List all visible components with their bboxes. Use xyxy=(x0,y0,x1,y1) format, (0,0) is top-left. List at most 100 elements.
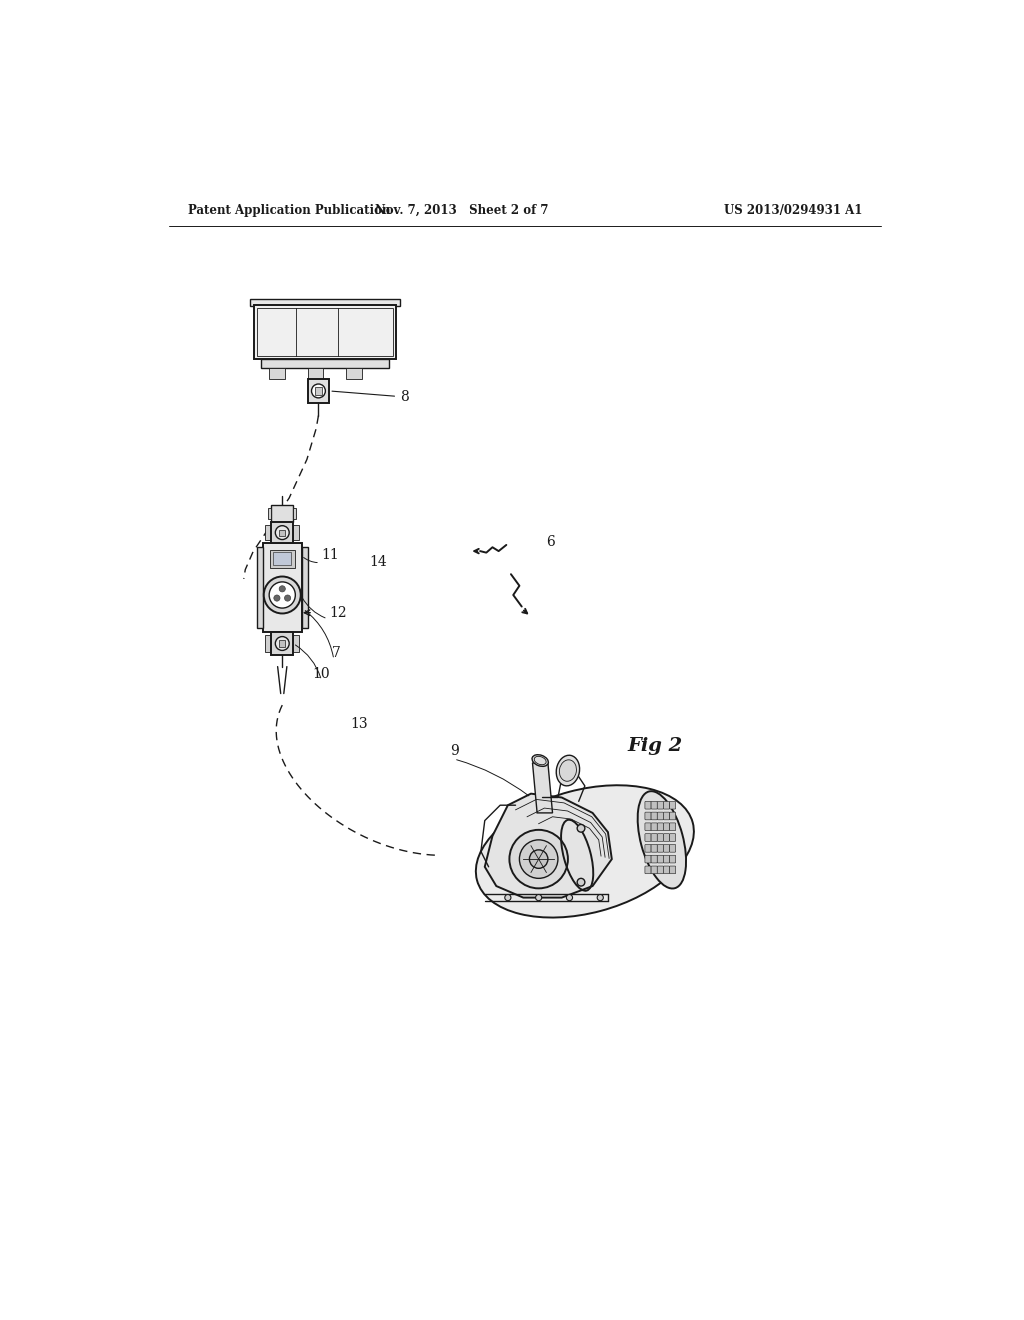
FancyBboxPatch shape xyxy=(657,801,664,809)
Polygon shape xyxy=(532,763,553,813)
Bar xyxy=(271,632,293,655)
Bar xyxy=(263,544,301,632)
Bar xyxy=(265,525,271,540)
FancyBboxPatch shape xyxy=(664,801,670,809)
FancyBboxPatch shape xyxy=(651,822,657,830)
FancyBboxPatch shape xyxy=(645,822,651,830)
FancyBboxPatch shape xyxy=(657,822,664,830)
FancyBboxPatch shape xyxy=(651,812,657,820)
Bar xyxy=(307,368,323,379)
FancyBboxPatch shape xyxy=(670,822,676,830)
Circle shape xyxy=(578,825,585,832)
Text: 11: 11 xyxy=(322,548,339,562)
FancyBboxPatch shape xyxy=(657,866,664,874)
Circle shape xyxy=(578,878,585,886)
FancyBboxPatch shape xyxy=(664,855,670,863)
Ellipse shape xyxy=(638,791,686,888)
Bar xyxy=(257,308,393,355)
Text: Fig 2: Fig 2 xyxy=(628,738,682,755)
FancyBboxPatch shape xyxy=(670,845,676,853)
Ellipse shape xyxy=(532,755,549,767)
Bar xyxy=(271,521,293,544)
Ellipse shape xyxy=(559,760,577,781)
Bar xyxy=(265,635,271,652)
FancyBboxPatch shape xyxy=(651,855,657,863)
FancyBboxPatch shape xyxy=(651,801,657,809)
Circle shape xyxy=(536,895,542,900)
Text: 6: 6 xyxy=(547,536,555,549)
FancyBboxPatch shape xyxy=(664,812,670,820)
Bar xyxy=(257,548,263,628)
Circle shape xyxy=(509,830,568,888)
FancyBboxPatch shape xyxy=(645,866,651,874)
FancyBboxPatch shape xyxy=(670,812,676,820)
Circle shape xyxy=(273,595,280,601)
Ellipse shape xyxy=(535,756,546,764)
Circle shape xyxy=(275,525,289,540)
Ellipse shape xyxy=(476,785,694,917)
Bar xyxy=(269,368,285,379)
Bar xyxy=(301,548,307,628)
Text: Patent Application Publication: Patent Application Publication xyxy=(188,205,391,218)
FancyBboxPatch shape xyxy=(651,834,657,841)
Text: 12: 12 xyxy=(330,606,347,619)
FancyBboxPatch shape xyxy=(670,801,676,809)
FancyBboxPatch shape xyxy=(645,812,651,820)
FancyBboxPatch shape xyxy=(670,866,676,874)
FancyBboxPatch shape xyxy=(645,855,651,863)
Bar xyxy=(293,635,299,652)
Bar xyxy=(250,298,400,306)
FancyBboxPatch shape xyxy=(651,845,657,853)
FancyBboxPatch shape xyxy=(670,855,676,863)
FancyBboxPatch shape xyxy=(657,855,664,863)
Bar xyxy=(270,549,295,568)
FancyBboxPatch shape xyxy=(664,834,670,841)
FancyBboxPatch shape xyxy=(664,866,670,874)
Bar xyxy=(271,506,293,521)
Bar xyxy=(307,379,330,404)
Circle shape xyxy=(280,586,286,591)
Text: 9: 9 xyxy=(451,744,459,758)
FancyBboxPatch shape xyxy=(657,812,664,820)
FancyBboxPatch shape xyxy=(645,845,651,853)
Text: 8: 8 xyxy=(332,389,409,404)
FancyBboxPatch shape xyxy=(645,834,651,841)
Circle shape xyxy=(311,384,326,397)
Bar xyxy=(293,508,296,519)
Bar xyxy=(280,529,286,536)
Text: 7: 7 xyxy=(333,647,341,660)
FancyBboxPatch shape xyxy=(664,822,670,830)
Bar xyxy=(346,368,361,379)
Bar xyxy=(293,525,299,540)
Text: US 2013/0294931 A1: US 2013/0294931 A1 xyxy=(724,205,862,218)
Circle shape xyxy=(597,895,603,900)
Circle shape xyxy=(566,895,572,900)
Polygon shape xyxy=(484,793,611,898)
Ellipse shape xyxy=(556,755,580,785)
Circle shape xyxy=(269,582,295,609)
Bar xyxy=(314,387,323,395)
Text: 10: 10 xyxy=(312,667,330,681)
Bar xyxy=(273,552,292,565)
FancyBboxPatch shape xyxy=(664,845,670,853)
Circle shape xyxy=(519,840,558,878)
Bar xyxy=(254,305,396,359)
Bar xyxy=(261,359,388,368)
Bar xyxy=(280,640,286,647)
Circle shape xyxy=(285,595,291,601)
Bar xyxy=(268,508,271,519)
FancyBboxPatch shape xyxy=(670,834,676,841)
FancyBboxPatch shape xyxy=(657,845,664,853)
Bar xyxy=(297,309,338,355)
Circle shape xyxy=(275,636,289,651)
Text: 14: 14 xyxy=(370,556,387,569)
FancyBboxPatch shape xyxy=(651,866,657,874)
Bar xyxy=(258,309,295,355)
Text: 13: 13 xyxy=(350,717,368,731)
FancyBboxPatch shape xyxy=(645,801,651,809)
Text: Nov. 7, 2013   Sheet 2 of 7: Nov. 7, 2013 Sheet 2 of 7 xyxy=(375,205,549,218)
Circle shape xyxy=(505,895,511,900)
Circle shape xyxy=(264,577,301,614)
Circle shape xyxy=(529,850,548,869)
FancyBboxPatch shape xyxy=(657,834,664,841)
